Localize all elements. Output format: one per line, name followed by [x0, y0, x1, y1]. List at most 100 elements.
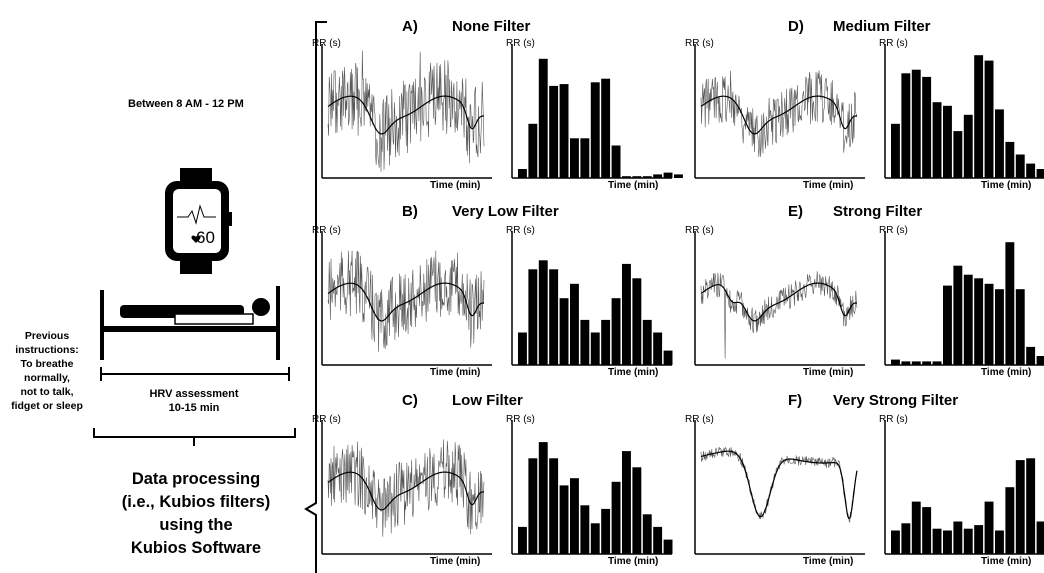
- histogram-bar: [953, 131, 963, 178]
- time-axis-label: Time (min): [981, 367, 1032, 378]
- instructions-line: fidget or sleep: [11, 400, 83, 412]
- histogram-bar: [611, 145, 621, 178]
- histogram-bar: [601, 78, 611, 178]
- rr-axis-label: RR (s): [879, 38, 908, 49]
- rr-axis-label: RR (s): [506, 225, 535, 236]
- histogram-bar: [653, 332, 663, 365]
- histogram-bar: [1015, 460, 1025, 554]
- panel-letter: A): [402, 18, 418, 35]
- instructions-line: instructions:: [15, 344, 79, 356]
- panel-title: Very Low Filter: [452, 203, 559, 220]
- processing-line: Kubios Software: [130, 539, 262, 557]
- histogram-bar: [518, 332, 527, 365]
- histogram-bar: [891, 123, 900, 178]
- panel-title: Very Strong Filter: [833, 392, 959, 409]
- trend-line: [327, 471, 484, 511]
- rr-axis-label: RR (s): [312, 225, 341, 236]
- panel-letter: D): [788, 18, 804, 35]
- rr-signal-line: [700, 70, 858, 158]
- trend-line: [700, 95, 857, 135]
- histogram-bar: [932, 361, 942, 365]
- rr-signal-line: [700, 271, 858, 359]
- histogram-bar: [943, 105, 952, 178]
- histogram-bar: [653, 174, 663, 178]
- processing-text: Data processing (i.e., Kubios filters) u…: [98, 468, 294, 560]
- instructions-text: Previous instructions: To breathe normal…: [4, 329, 90, 413]
- rr-signal-line: [327, 250, 485, 352]
- histogram-bar: [622, 451, 631, 554]
- histogram-bar: [632, 467, 642, 554]
- histogram-bar: [570, 283, 579, 366]
- histogram-bar: [528, 458, 538, 554]
- histogram-bar: [601, 319, 611, 365]
- panel-letter: F): [788, 392, 803, 409]
- histogram-bar: [528, 123, 538, 178]
- histogram-bar: [580, 138, 590, 178]
- trend-line: [327, 95, 484, 135]
- instructions-line: Previous: [24, 330, 70, 342]
- histogram-bar: [974, 525, 984, 554]
- histogram-bar: [642, 176, 652, 178]
- time-axis-label: Time (min): [608, 180, 659, 191]
- histogram-bar: [901, 523, 911, 554]
- histogram-bar: [549, 458, 559, 554]
- histogram-bar: [580, 505, 590, 555]
- histogram-bar: [580, 319, 590, 365]
- histogram-bar: [911, 501, 921, 554]
- histogram-bar: [1015, 289, 1025, 365]
- time-axis-label: Time (min): [608, 367, 659, 378]
- assessment-line: 10-15 min: [168, 402, 220, 414]
- histogram-bar: [590, 82, 600, 178]
- smartwatch-icon: [165, 168, 232, 274]
- histogram-bar: [995, 109, 1004, 178]
- histogram-bar: [1026, 458, 1036, 554]
- histogram-bar: [995, 289, 1004, 365]
- processing-line: using the: [159, 516, 233, 534]
- trend-line: [700, 450, 858, 520]
- histogram-bar: [953, 265, 963, 365]
- rr-axis-label: RR (s): [879, 225, 908, 236]
- line-chart-axes: [694, 44, 865, 179]
- histogram-bar: [911, 361, 921, 365]
- histogram-bar: [1005, 242, 1015, 365]
- bed-with-person-icon: [100, 286, 280, 360]
- histogram-bar: [632, 176, 642, 178]
- histogram-bar: [549, 85, 559, 178]
- histogram-bar: [943, 285, 952, 365]
- time-axis-label: Time (min): [981, 180, 1032, 191]
- line-chart-axes: [321, 231, 492, 366]
- histogram-bar: [995, 530, 1004, 554]
- rr-axis-label: RR (s): [685, 38, 714, 49]
- time-axis-label: Time (min): [430, 180, 481, 191]
- histogram-bar: [974, 55, 984, 179]
- histogram-bar: [559, 298, 569, 365]
- histogram-bar: [642, 514, 652, 554]
- histogram-bar: [1005, 141, 1015, 178]
- histogram-bar: [922, 76, 932, 178]
- histogram-bar: [663, 350, 673, 365]
- processing-line: (i.e., Kubios filters): [121, 493, 271, 511]
- panel-letter: E): [788, 203, 803, 220]
- instructions-line: normally,: [24, 372, 70, 384]
- assessment-line: HRV assessment: [149, 388, 239, 400]
- histogram-bar: [1036, 356, 1044, 365]
- heart-icon: [191, 235, 201, 243]
- histogram-bar: [984, 501, 994, 554]
- histogram-bar: [963, 528, 973, 554]
- histogram-bar: [891, 530, 900, 554]
- histogram-bar: [590, 523, 600, 554]
- panels-bracket: [304, 21, 327, 573]
- histogram-bar: [984, 283, 994, 366]
- processing-brace: [93, 428, 296, 446]
- histogram-bar: [1026, 346, 1036, 365]
- line-chart-axes: [694, 231, 865, 366]
- time-axis-label: Time (min): [803, 556, 854, 567]
- histogram-bar: [590, 332, 600, 365]
- histogram-bar: [1015, 154, 1025, 178]
- panel-title: Medium Filter: [833, 18, 931, 35]
- time-axis-label: Time (min): [430, 556, 481, 567]
- time-axis-label: Time (min): [608, 556, 659, 567]
- time-axis-label: Time (min): [803, 367, 854, 378]
- rr-signal-line: [700, 446, 858, 523]
